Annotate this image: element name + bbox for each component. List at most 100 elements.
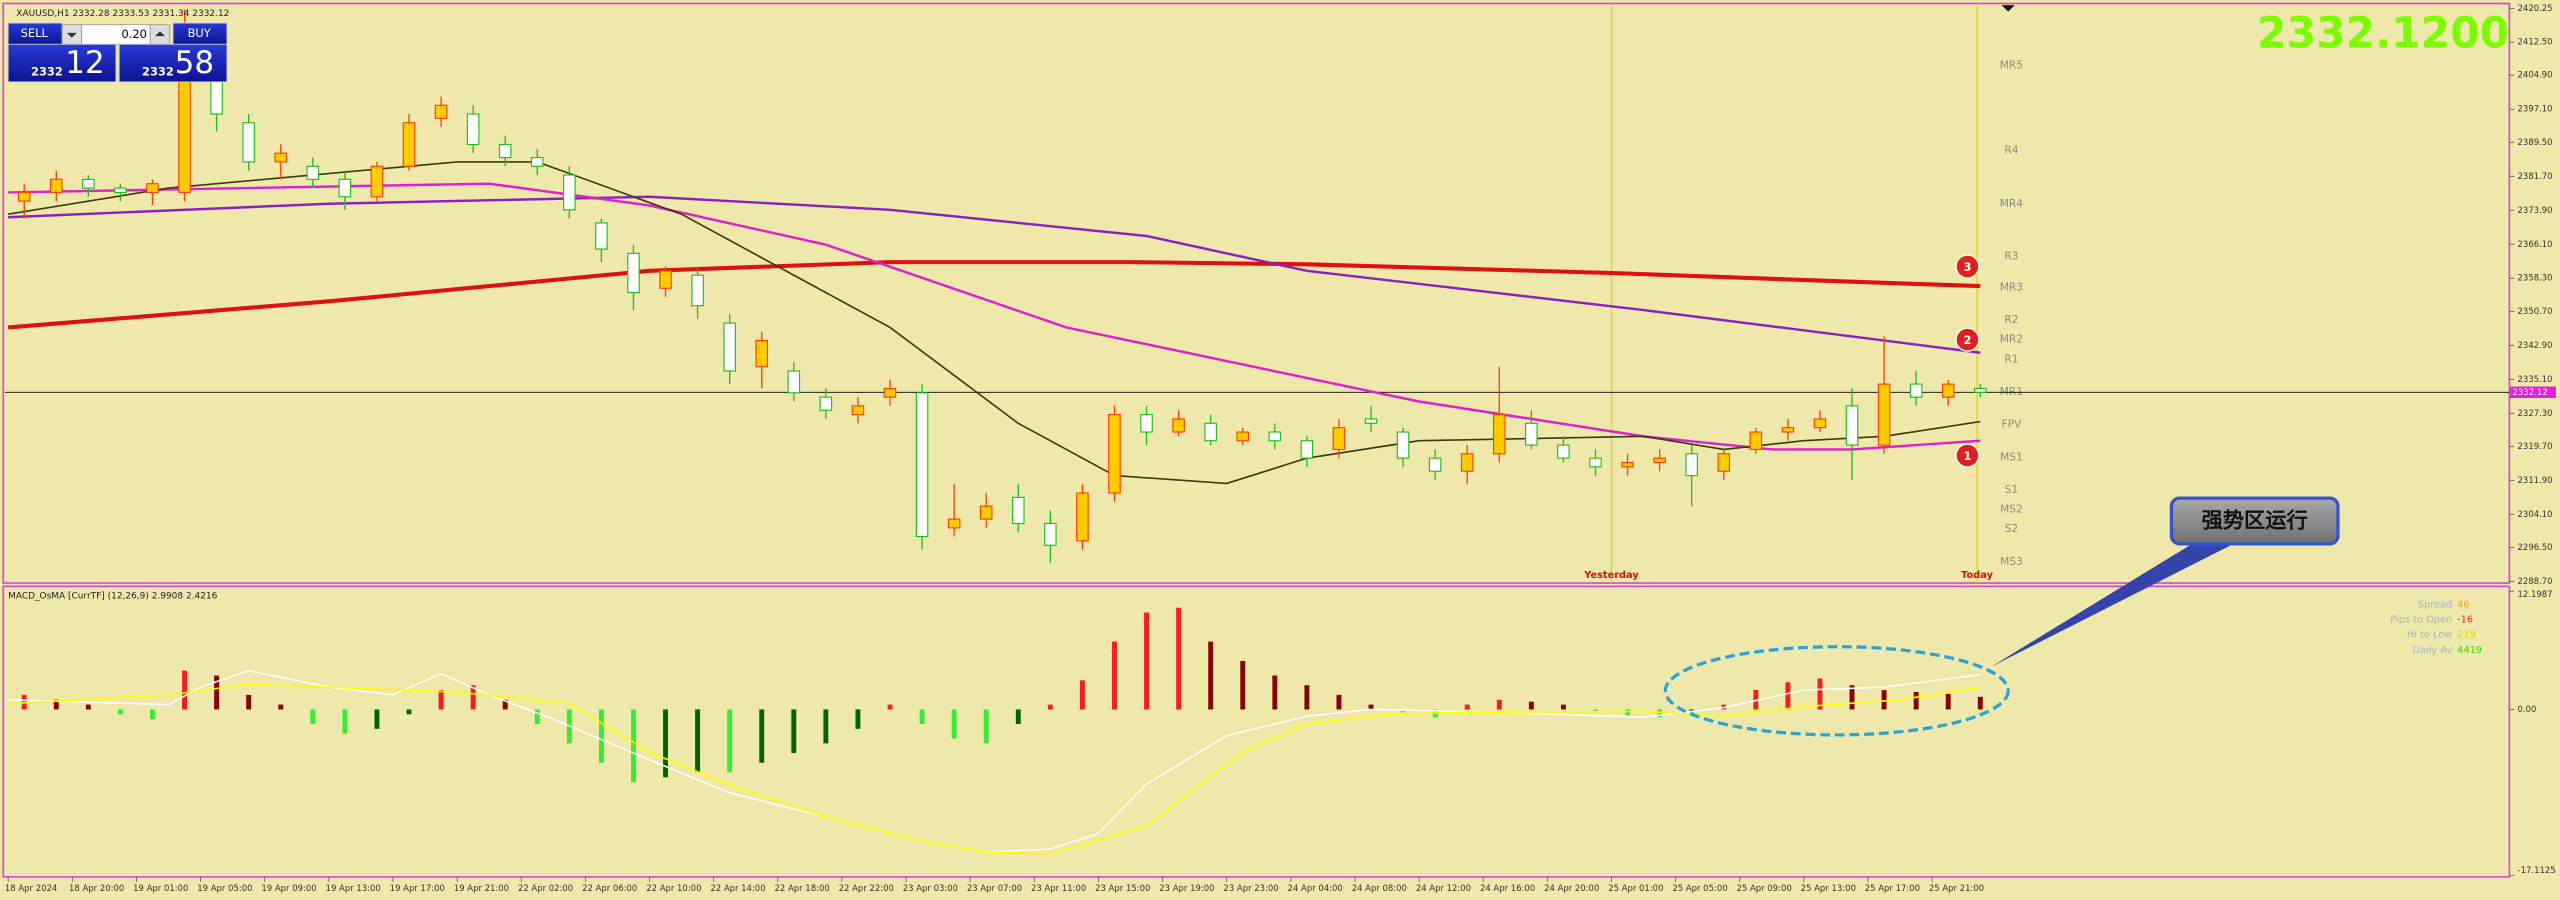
pivot-label: S2 bbox=[2005, 522, 2019, 535]
moving-average bbox=[8, 195, 1981, 354]
candle-body bbox=[370, 165, 384, 198]
y-tick-label: 2350.70 bbox=[2518, 306, 2553, 316]
x-tick-label: 25 Apr 09:00 bbox=[1737, 883, 1792, 893]
candle-body bbox=[1492, 414, 1506, 455]
y-tick-label: 2358.30 bbox=[2518, 273, 2553, 283]
macd-bar bbox=[278, 704, 284, 710]
lot-up-icon bbox=[155, 31, 165, 37]
buy-label[interactable]: BUY bbox=[188, 26, 211, 40]
macd-bar bbox=[1560, 704, 1566, 710]
y-tick-label: 2404.90 bbox=[2518, 70, 2553, 80]
x-tick-label: 25 Apr 01:00 bbox=[1608, 883, 1663, 893]
macd-bar bbox=[182, 670, 187, 710]
level-marker-label: 2 bbox=[1963, 333, 1971, 347]
candle-body bbox=[947, 518, 961, 529]
candle-body bbox=[49, 178, 63, 193]
y-tick-label: 2412.50 bbox=[2518, 37, 2553, 47]
level-marker bbox=[1955, 443, 1980, 468]
candle-body bbox=[17, 191, 31, 202]
y-tick-label: 2342.90 bbox=[2518, 340, 2553, 350]
y-tick-label: 2373.90 bbox=[2518, 205, 2553, 215]
x-tick-label: 23 Apr 15:00 bbox=[1095, 883, 1150, 893]
candle-body bbox=[1941, 383, 1955, 398]
macd-bar bbox=[1528, 701, 1534, 710]
candle-body bbox=[1460, 453, 1474, 472]
macd-bar bbox=[1112, 641, 1117, 710]
candle-body bbox=[434, 104, 448, 119]
pivot-label: MS1 bbox=[2000, 450, 2023, 463]
candle-body bbox=[1332, 427, 1346, 451]
sell-label[interactable]: SELL bbox=[21, 26, 49, 40]
macd-bar bbox=[1496, 699, 1502, 710]
pivot-label: MR1 bbox=[2000, 385, 2023, 398]
y-tick-label: 2381.70 bbox=[2518, 171, 2553, 181]
macd-bar bbox=[1176, 607, 1182, 710]
candle-body bbox=[242, 122, 255, 163]
candle-body bbox=[979, 505, 993, 520]
x-tick-label: 25 Apr 21:00 bbox=[1929, 883, 1984, 893]
pivot-label: MR4 bbox=[2000, 197, 2024, 210]
buy-price-box[interactable] bbox=[118, 43, 228, 83]
info-label: Daily Av bbox=[2412, 645, 2452, 656]
macd-bar bbox=[1208, 641, 1214, 710]
x-tick-label: 18 Apr 20:00 bbox=[69, 883, 124, 893]
macd-bar bbox=[1817, 678, 1823, 710]
macd-bar bbox=[1657, 709, 1663, 718]
macd-bar bbox=[310, 709, 316, 724]
buy-price-big: 2332 bbox=[142, 65, 174, 79]
macd-bar bbox=[85, 704, 91, 710]
buy-price-small: 58 bbox=[175, 45, 214, 81]
candle-body bbox=[563, 174, 576, 211]
x-tick-label: 19 Apr 05:00 bbox=[197, 883, 252, 893]
x-tick-label: 23 Apr 03:00 bbox=[903, 883, 958, 893]
candle-body bbox=[819, 396, 833, 411]
macd-bar bbox=[1625, 709, 1630, 716]
y-tick-label: 2420.25 bbox=[2518, 3, 2553, 13]
x-tick-label: 24 Apr 12:00 bbox=[1416, 883, 1471, 893]
last-price-label: 2332.12 bbox=[2513, 387, 2548, 397]
macd-bar bbox=[1977, 696, 1983, 710]
macd-bar bbox=[502, 699, 508, 710]
x-tick-label: 25 Apr 17:00 bbox=[1865, 883, 1920, 893]
macd-bar bbox=[1593, 709, 1598, 712]
candle-body bbox=[595, 222, 608, 250]
x-tick-label: 22 Apr 10:00 bbox=[646, 883, 701, 893]
x-tick-label: 24 Apr 04:00 bbox=[1288, 883, 1343, 893]
candle-body bbox=[1749, 431, 1763, 451]
sell-price-big: 2332 bbox=[31, 65, 63, 79]
candle-body bbox=[1653, 457, 1666, 464]
pivot-label: R2 bbox=[2004, 313, 2018, 326]
candle-body bbox=[1813, 418, 1827, 429]
macd-bar bbox=[246, 694, 252, 710]
macd-bar bbox=[791, 709, 797, 754]
candle-body bbox=[306, 165, 320, 180]
macd-bar bbox=[983, 709, 989, 744]
x-tick-label: 22 Apr 02:00 bbox=[518, 883, 573, 893]
macd-bar bbox=[1368, 704, 1374, 710]
sell-price-box[interactable] bbox=[7, 43, 117, 83]
candle-body bbox=[627, 252, 640, 294]
price-plot: Yesterday Today MR5 R4 MR4 R3 MR3 R2 MR2 R1 MR1 FPV… bbox=[4, 5, 2510, 584]
y-tick-label: 2397.10 bbox=[2518, 104, 2553, 114]
macd-bar bbox=[598, 709, 604, 763]
macd-bar bbox=[406, 709, 412, 715]
macd-bar bbox=[1015, 709, 1021, 724]
x-tick-label: 23 Apr 23:00 bbox=[1223, 883, 1278, 893]
candle-body bbox=[1396, 431, 1410, 459]
info-value: 219 bbox=[2457, 630, 2476, 641]
macd-bar bbox=[214, 675, 220, 710]
candle-body bbox=[1364, 418, 1378, 424]
last-price-box bbox=[2510, 386, 2556, 398]
main-frame bbox=[2, 2, 2511, 584]
macd-bar bbox=[727, 709, 733, 773]
sell-price-small: 12 bbox=[65, 45, 104, 81]
x-tick-label: 19 Apr 13:00 bbox=[326, 883, 381, 893]
macd-bar bbox=[1849, 685, 1855, 710]
candle-body bbox=[915, 392, 929, 538]
candle-body bbox=[274, 152, 288, 163]
lot-value[interactable]: 0.20 bbox=[122, 27, 147, 41]
candle-body bbox=[402, 122, 416, 167]
macd-bar bbox=[1464, 704, 1470, 710]
